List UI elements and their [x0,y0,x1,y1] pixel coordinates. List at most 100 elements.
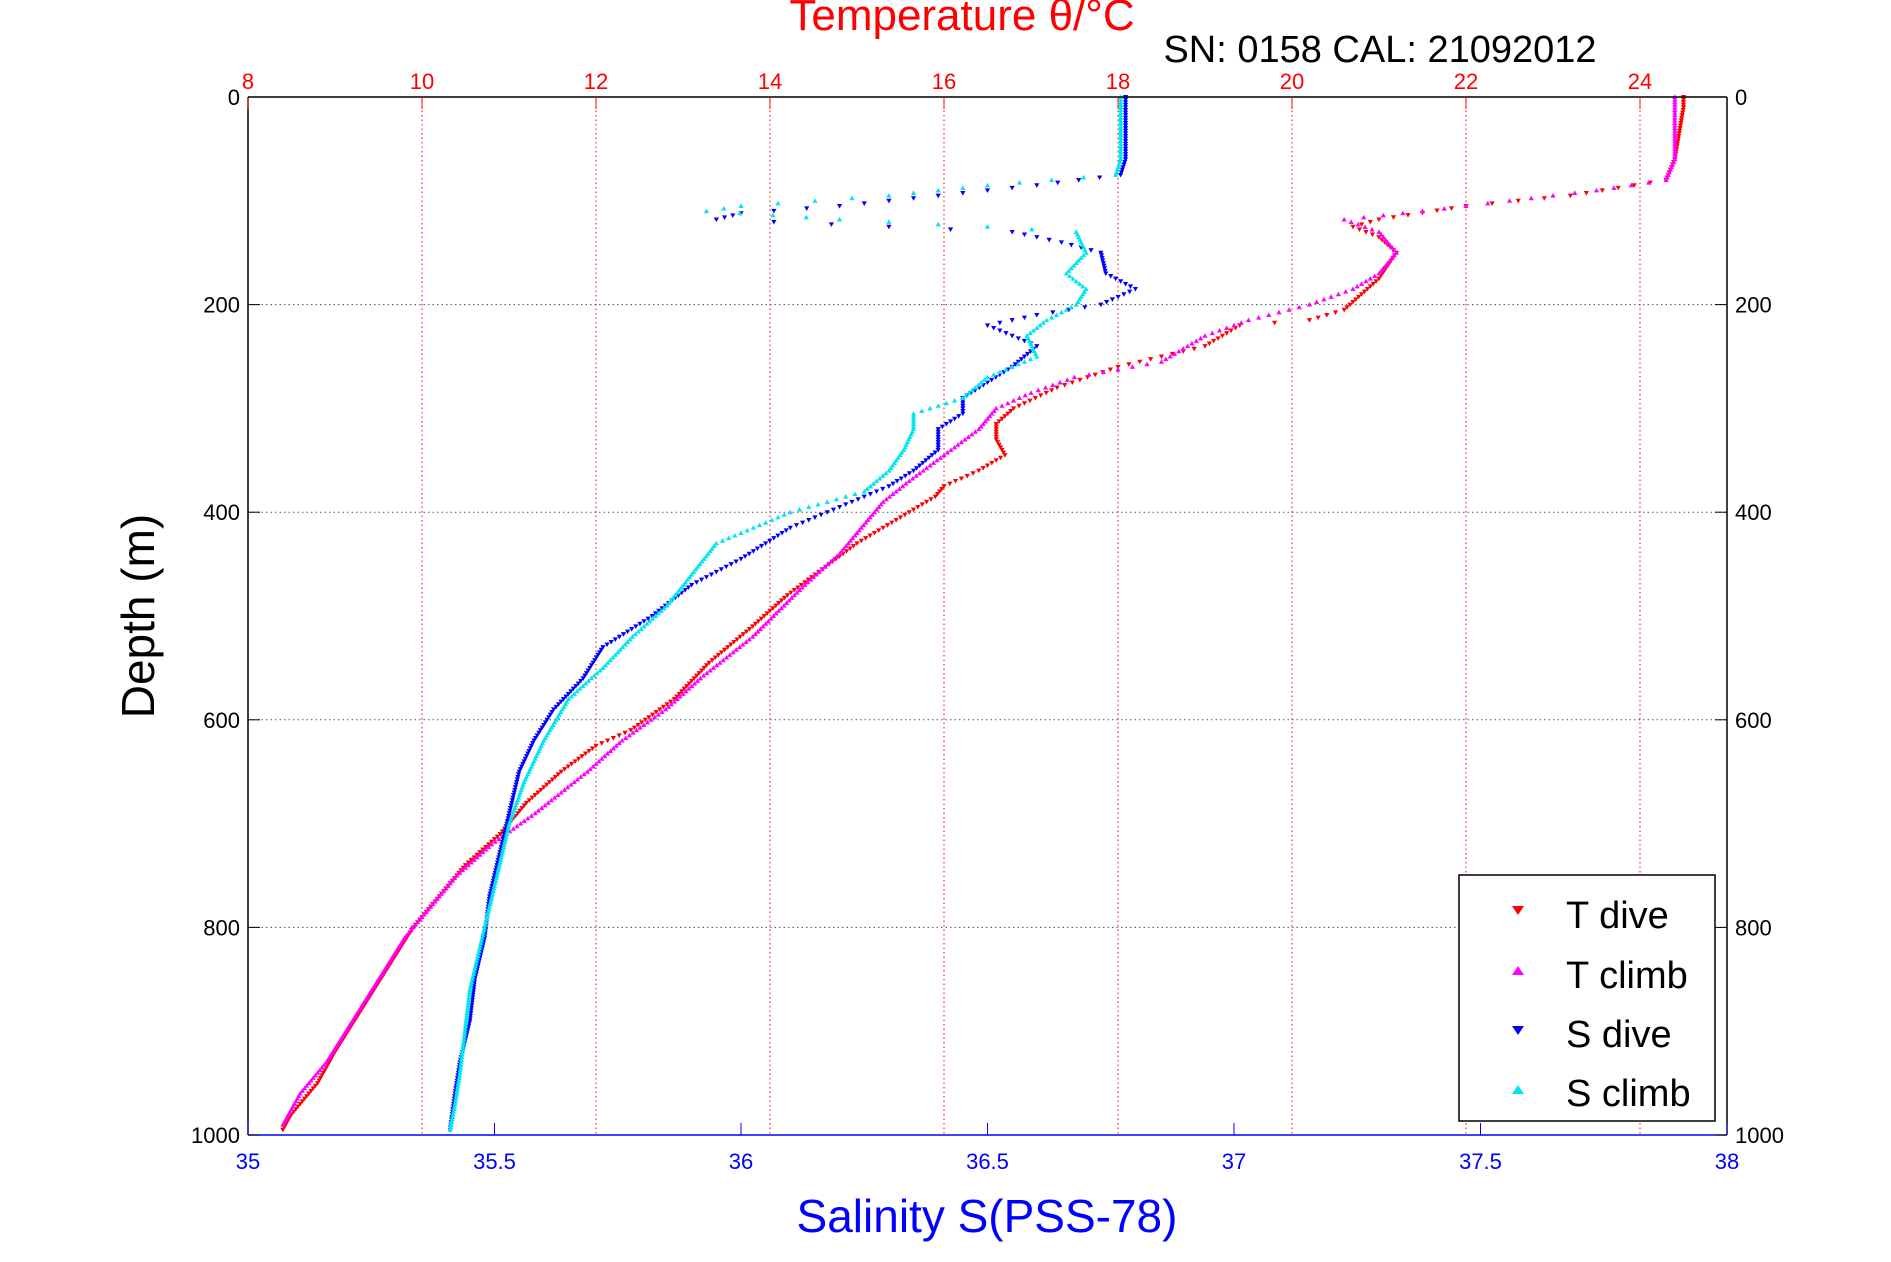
data-point [969,387,975,393]
data-point [1077,377,1083,383]
data-point [737,634,743,640]
data-point [604,642,610,648]
data-point [932,450,938,456]
data-point [810,574,817,580]
data-point [485,909,491,914]
data-point [478,937,485,943]
data-point [1672,102,1678,107]
data-point [1335,291,1341,297]
data-point [1672,154,1678,159]
data-point [755,619,761,624]
data-point [598,647,604,653]
data-point [497,831,503,837]
data-point [1646,180,1652,185]
data-point [1118,125,1124,131]
data-point [434,896,440,901]
data-point [1076,178,1082,183]
data-point [1202,344,1208,349]
data-point [639,720,645,725]
data-point [479,935,485,940]
data-point [1126,362,1132,367]
data-point [312,1083,319,1089]
data-point [900,483,906,489]
series-t-dive [280,95,1687,1133]
data-point [1078,255,1084,260]
data-point [574,776,581,782]
data-point [489,893,495,899]
data-point [902,512,908,518]
data-point [306,1080,312,1086]
depth-tick-label-left: 200 [203,293,240,318]
data-point [787,509,793,515]
data-point [547,780,553,785]
chart-subtitle: SN: 0158 CAL: 21092012 [1163,29,1596,71]
depth-tick-label-left: 0 [228,85,240,110]
data-point [1224,325,1230,330]
data-point [813,571,819,577]
data-point [1080,283,1086,289]
data-point [926,455,932,461]
data-point [734,637,740,642]
data-point [457,1067,463,1073]
data-point [1009,333,1015,339]
data-point [568,689,574,694]
data-point [880,473,886,478]
data-point [1101,266,1108,271]
data-point [419,914,425,920]
data-point [541,785,547,790]
data-point [984,224,991,229]
data-point [746,626,753,632]
data-point [763,519,769,525]
data-point [763,621,769,626]
data-point [953,479,959,484]
data-point [620,644,626,650]
data-point [552,774,558,780]
data-point [656,608,662,614]
data-point [1367,276,1373,281]
data-point [583,680,589,686]
salinity-tick-label: 36 [729,1149,753,1174]
data-point [750,634,756,639]
data-point [910,418,917,424]
data-point [581,771,587,777]
data-point [465,1005,471,1010]
data-point [754,546,761,552]
data-point [1378,231,1384,237]
data-point [1361,214,1367,220]
data-point [532,810,538,816]
legend-label-s-dive: S dive [1566,1014,1672,1056]
data-point [488,898,494,904]
data-point [680,582,687,587]
data-point [599,741,605,746]
data-point [890,481,896,487]
data-point [964,473,970,479]
data-point [534,733,540,738]
data-point [727,652,733,657]
data-point [462,1028,468,1034]
data-point [978,423,984,429]
data-point [620,632,627,637]
data-point [883,470,889,476]
data-point [773,603,779,609]
data-point [436,893,442,899]
salinity-axis-title: Salinity S(PSS-78) [797,1190,1178,1242]
data-point [508,803,514,809]
data-point [483,917,490,922]
data-point [679,689,685,694]
temperature-tick-label: 8 [242,69,254,94]
depth-axis-title: Depth (m) [112,514,164,718]
data-point [1489,201,1495,206]
data-point [1118,112,1124,118]
data-point [1016,180,1023,185]
depth-tick-label-right: 0 [1735,85,1747,110]
data-point [1118,120,1124,125]
data-point [1385,239,1391,245]
data-point [1068,265,1074,271]
data-point [941,484,947,489]
data-point [1185,343,1191,349]
data-point [1369,226,1375,232]
data-point [1042,385,1049,390]
data-point [1005,400,1011,406]
data-point [1015,361,1021,367]
data-point [725,645,731,650]
